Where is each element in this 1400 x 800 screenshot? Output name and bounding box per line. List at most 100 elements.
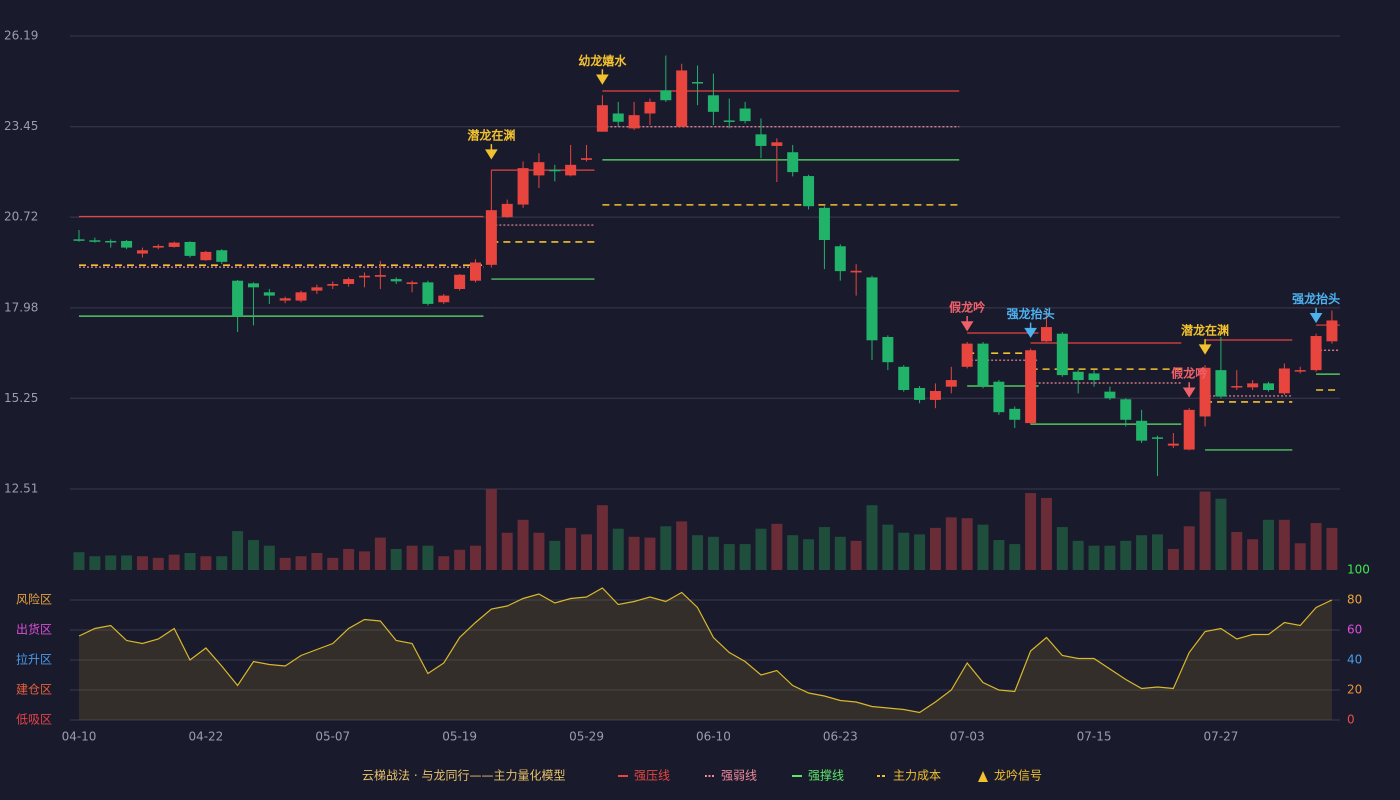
candle-body (422, 282, 434, 304)
y-tick-label: 60 (1347, 623, 1362, 637)
zone-label: 建仓区 (16, 683, 52, 697)
candle-body (993, 381, 1005, 413)
volume-bar (200, 556, 212, 570)
x-tick-label: 06-10 (696, 730, 731, 744)
x-tick-label: 05-29 (569, 730, 604, 744)
y-tick-label: 23.45 (4, 119, 38, 133)
candle-body (263, 292, 275, 296)
volume-bar (279, 557, 291, 570)
volume-bar (771, 523, 783, 570)
candle-body (660, 90, 672, 101)
candle-body (121, 240, 133, 248)
volume-bar (1009, 544, 1021, 570)
candle-body (1326, 320, 1338, 342)
candle-body (1294, 370, 1306, 372)
volume-bar (501, 532, 513, 570)
candle-body (73, 239, 85, 241)
signal-arrow (960, 315, 974, 332)
volume-bar (152, 557, 164, 570)
candle-body (1072, 371, 1084, 381)
candle-body (1278, 368, 1290, 394)
candle-body (374, 275, 386, 277)
volume-bar (1326, 527, 1338, 570)
candle-body (596, 105, 608, 132)
candle-body (961, 343, 973, 367)
volume-bar (517, 519, 529, 570)
candle-body (454, 274, 466, 289)
volume-bar (1310, 523, 1322, 570)
y-tick-label: 20 (1347, 683, 1362, 697)
volume-bar (787, 535, 799, 570)
candle-body (565, 164, 577, 176)
volume-bar (121, 555, 133, 570)
volume-bar (581, 534, 593, 570)
candle-body (232, 280, 244, 317)
volume-bar (1120, 540, 1132, 570)
candle-body (612, 113, 624, 122)
volume-bar (723, 544, 735, 570)
candle-body (1231, 386, 1243, 388)
y-tick-label: 100 (1347, 563, 1370, 577)
volume-bar (168, 554, 180, 570)
volume-bar (295, 556, 307, 570)
y-tick-label: 15.25 (4, 391, 38, 405)
candle-body (1104, 391, 1116, 399)
signal-arrow (1024, 322, 1037, 339)
volume-bar (422, 545, 434, 570)
volume-bar (1294, 543, 1306, 570)
candle-body (803, 176, 815, 207)
volume-bar (263, 545, 275, 570)
volume-bar (1088, 545, 1100, 570)
signal-arrow (1198, 339, 1212, 355)
candle-body (739, 108, 751, 122)
signal-label: 强龙抬头 (1292, 291, 1340, 306)
candle-body (787, 152, 799, 173)
candle-body (581, 158, 593, 160)
legend-label: 强压线 (634, 769, 670, 783)
y-tick-label: 80 (1347, 593, 1362, 607)
zone-label: 风险区 (16, 592, 52, 607)
candle-body (216, 250, 228, 262)
y-tick-label: 40 (1347, 653, 1362, 667)
volume-bar (454, 549, 466, 570)
volume-bar (1167, 548, 1179, 570)
candle-body (755, 134, 767, 146)
x-tick-label: 04-10 (62, 730, 97, 744)
legend-label: 强撑线 (808, 768, 844, 783)
candle-body (977, 343, 989, 387)
y-tick-label: 26.19 (4, 29, 38, 43)
volume-bar (358, 551, 370, 570)
volume-bar (343, 548, 355, 570)
volume-bar (660, 526, 672, 570)
candle-body (533, 162, 545, 176)
volume-bar (993, 540, 1005, 570)
candle-body (834, 246, 846, 272)
volume-bar (929, 527, 941, 570)
candle-body (1215, 370, 1227, 397)
zone-label: 低吸区 (16, 713, 52, 727)
volume-bar (1040, 497, 1052, 570)
candle-body (1247, 383, 1259, 388)
x-tick-label: 06-23 (823, 730, 858, 744)
candle-body (105, 240, 117, 243)
candle-body (723, 120, 735, 122)
signal-label: 潜龙在渊 (1181, 323, 1229, 338)
signal-arrow (596, 69, 609, 85)
candle-body (1025, 350, 1037, 424)
candle-body (501, 203, 513, 218)
candle-body (184, 241, 196, 256)
indicator-area (79, 588, 1332, 720)
volume-bar (232, 531, 244, 570)
signal-arrow (485, 144, 498, 160)
volume-bar (1183, 526, 1195, 570)
volume-bar (850, 540, 862, 570)
volume-bar (596, 505, 608, 570)
candle-body (644, 101, 656, 114)
candle-body (168, 242, 180, 247)
candle-body (200, 251, 212, 261)
x-tick-label: 07-03 (950, 730, 985, 744)
candle-body (1136, 420, 1148, 441)
candle-body (1151, 437, 1163, 439)
